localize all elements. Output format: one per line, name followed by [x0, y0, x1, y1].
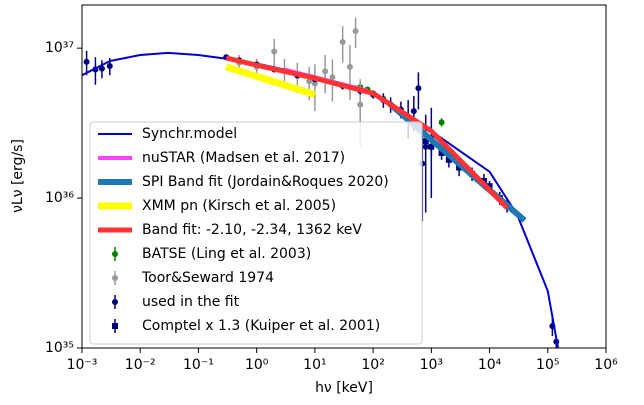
- legend: Synchr.model nuSTAR (Madsen et al. 2017) S…: [89, 121, 423, 345]
- marker: [438, 149, 445, 156]
- marker: [415, 85, 422, 92]
- marker: [422, 138, 429, 145]
- x-tick-label: 10⁶: [594, 357, 618, 373]
- marker: [329, 74, 336, 81]
- x-tick-label: 10⁵: [536, 357, 559, 373]
- legend-label: Band fit: -2.10, -2.34, 1362 keV: [142, 222, 362, 238]
- marker: [352, 28, 359, 35]
- series-line: [225, 63, 316, 98]
- marker: [339, 38, 346, 45]
- x-axis-label: hν [keV]: [315, 380, 373, 396]
- y-axis-label: νLν [erg/s]: [10, 139, 26, 213]
- y-tick-label: 10³⁵: [45, 340, 74, 356]
- marker: [322, 68, 329, 75]
- x-tick-label: 10¹: [303, 357, 326, 373]
- x-tick-label: 10⁻¹: [183, 357, 214, 373]
- x-tick-label: 10⁴: [478, 357, 502, 373]
- x-tick-label: 10⁰: [245, 357, 269, 373]
- marker: [112, 299, 118, 305]
- x-tick-label: 10²: [361, 357, 384, 373]
- legend-label: BATSE (Ling et al. 2003): [142, 246, 311, 262]
- marker: [306, 78, 313, 85]
- marker: [357, 101, 364, 108]
- y-tick-label: 10³⁷: [45, 40, 74, 56]
- legend-label: SPI Band fit (Jordain&Roques 2020): [142, 174, 389, 190]
- series-line: [225, 55, 509, 210]
- x-tick-label: 10⁻³: [67, 357, 98, 373]
- marker: [112, 251, 118, 257]
- marker: [112, 275, 118, 281]
- legend-label: Comptel x 1.3 (Kuiper et al. 2001): [142, 318, 380, 334]
- marker: [445, 156, 452, 163]
- plot-frame: [81, 4, 607, 349]
- marker: [311, 80, 318, 87]
- marker: [428, 143, 435, 150]
- marker: [410, 108, 417, 115]
- x-tick-label: 10⁻²: [125, 357, 156, 373]
- marker: [106, 63, 113, 70]
- marker: [346, 63, 353, 70]
- marker: [83, 58, 90, 65]
- legend-label: used in the fit: [142, 294, 240, 310]
- plot-area: [82, 17, 560, 348]
- legend-label: Synchr.model: [142, 126, 237, 142]
- legend-label: XMM pn (Kirsch et al. 2005): [142, 198, 336, 214]
- legend-label: nuSTAR (Madsen et al. 2017): [142, 150, 345, 166]
- y-tick-label: 10³⁶: [45, 190, 74, 206]
- x-tick-label: 10³: [420, 357, 443, 373]
- marker: [438, 119, 445, 126]
- marker: [112, 323, 118, 329]
- legend-label: Toor&Seward 1974: [141, 270, 274, 286]
- marker: [98, 65, 105, 72]
- legend-frame: [89, 121, 423, 345]
- marker: [271, 48, 278, 55]
